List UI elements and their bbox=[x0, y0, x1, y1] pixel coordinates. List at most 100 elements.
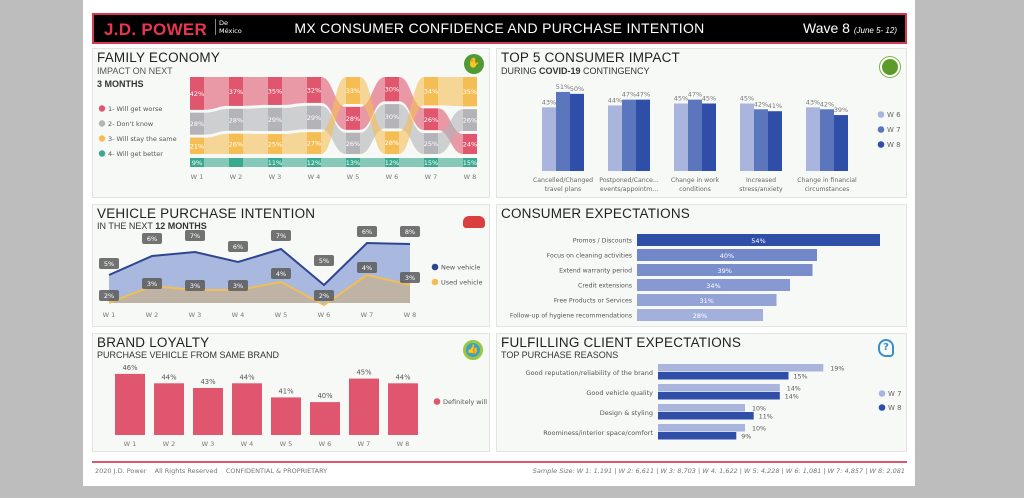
y-tick-label: Promos / Discounts bbox=[573, 238, 632, 245]
data-label: 19% bbox=[830, 366, 844, 373]
panel-title: FAMILY ECONOMY bbox=[97, 50, 221, 65]
x-tick-label: W 5 bbox=[280, 440, 293, 448]
ribbon-node bbox=[346, 77, 360, 104]
ribbon-3 bbox=[190, 158, 477, 167]
subtitle-post: CONTINGENCY bbox=[580, 66, 650, 76]
x-tick-label: W 7 bbox=[358, 440, 371, 448]
label-box bbox=[357, 262, 377, 273]
legend-dot bbox=[98, 150, 106, 157]
data-label: 28% bbox=[385, 139, 399, 147]
label-box bbox=[271, 230, 291, 241]
money-hand-icon: ✋ bbox=[464, 54, 484, 74]
data-label: 44% bbox=[608, 96, 622, 104]
label-box bbox=[400, 272, 420, 283]
label-box bbox=[314, 290, 334, 301]
panel-subtitle: IMPACT ON NEXT bbox=[97, 66, 173, 76]
x-tick-label: W 7 bbox=[361, 311, 374, 319]
legend-label: W 7 bbox=[887, 126, 901, 134]
wave-dates: (June 5- 12) bbox=[853, 26, 897, 35]
legend-dot bbox=[98, 120, 106, 127]
ribbon-node bbox=[463, 133, 477, 154]
data-label: 2% bbox=[104, 292, 114, 300]
y-tick-label: Free Products or Services bbox=[554, 298, 632, 305]
ribbon-node bbox=[424, 158, 438, 167]
x-tick-label: W 4 bbox=[232, 311, 245, 319]
x-tick-label: W 5 bbox=[347, 173, 360, 181]
bar bbox=[806, 107, 820, 171]
ribbon-node bbox=[346, 106, 360, 130]
data-label: 9% bbox=[192, 159, 202, 167]
ribbon-node bbox=[346, 158, 360, 167]
ribbon-node bbox=[268, 77, 282, 105]
bar bbox=[608, 105, 622, 171]
bar bbox=[637, 309, 763, 321]
data-label: 45% bbox=[702, 95, 716, 103]
bar bbox=[636, 99, 650, 171]
ribbon-node bbox=[268, 107, 282, 132]
bar bbox=[349, 378, 379, 435]
data-label: 30% bbox=[385, 86, 399, 94]
ribbon-node bbox=[190, 77, 204, 110]
legend-dot bbox=[98, 105, 106, 112]
legend-dot bbox=[877, 126, 885, 133]
x-tick-label: W 3 bbox=[202, 440, 215, 448]
legend-label: W 7 bbox=[888, 390, 902, 398]
loyalty-chart: 46% W 1 44% W 2 43% W 3 44% W 4 41% W 5 40% W 6 45% W… bbox=[115, 364, 487, 448]
x-tick-label: Increased bbox=[746, 177, 776, 184]
bar bbox=[637, 279, 790, 291]
ribbon-node bbox=[385, 131, 399, 154]
data-label: 15% bbox=[794, 374, 808, 381]
data-label: 26% bbox=[424, 116, 438, 124]
bar bbox=[570, 93, 584, 171]
x-tick-label: W 8 bbox=[397, 440, 410, 448]
expectations-panel: CONSUMER EXPECTATIONS 54% Promos / Discou… bbox=[496, 204, 907, 327]
ribbon-node bbox=[190, 112, 204, 135]
bar bbox=[542, 107, 556, 171]
data-label: 35% bbox=[463, 88, 477, 96]
virus-icon bbox=[882, 59, 898, 75]
data-label: 25% bbox=[424, 140, 438, 148]
panel-subtitle: IN THE NEXT 12 MONTHS bbox=[97, 221, 207, 231]
label-box bbox=[99, 290, 119, 301]
ribbon-node bbox=[229, 133, 243, 154]
data-label: 3% bbox=[405, 274, 415, 282]
bar bbox=[702, 103, 716, 171]
data-label: 47% bbox=[688, 91, 702, 99]
panel-title: BRAND LOYALTY bbox=[97, 335, 210, 350]
data-label: 5% bbox=[319, 257, 329, 265]
x-tick-label: W 1 bbox=[124, 440, 137, 448]
thumbs-up-icon: 👍 bbox=[463, 340, 483, 360]
data-label: 43% bbox=[200, 378, 216, 386]
legend-label: W 8 bbox=[887, 141, 901, 149]
legend-label: Definitely will bbox=[443, 398, 487, 406]
bar bbox=[740, 103, 754, 171]
ribbon-node bbox=[190, 137, 204, 154]
bar bbox=[637, 249, 817, 261]
bar bbox=[754, 109, 768, 171]
bar bbox=[193, 388, 223, 435]
y-tick-label: Design & styling bbox=[600, 409, 653, 417]
data-label: 29% bbox=[307, 114, 321, 122]
data-label: 39% bbox=[834, 106, 848, 114]
data-label: 6% bbox=[233, 243, 243, 251]
label-box bbox=[400, 226, 420, 237]
ribbon-node bbox=[463, 77, 477, 107]
legend-label: 2- Don't know bbox=[108, 120, 154, 128]
data-label: 14% bbox=[787, 386, 801, 393]
bar bbox=[658, 364, 824, 372]
label-box bbox=[314, 255, 334, 266]
ribbon-node bbox=[463, 109, 477, 131]
data-label: 41% bbox=[768, 102, 782, 110]
data-label: 5% bbox=[104, 260, 114, 268]
x-tick-label: W 5 bbox=[275, 311, 288, 319]
bar bbox=[658, 432, 737, 440]
ribbon-node bbox=[385, 104, 399, 129]
subtitle-bold: 12 MONTHS bbox=[155, 221, 207, 231]
data-label: 37% bbox=[229, 88, 243, 96]
bar bbox=[658, 372, 789, 380]
data-label: 42% bbox=[754, 100, 768, 108]
fulfilling-chart: 19% 15% Good reputation/reliability of the… bbox=[526, 364, 902, 441]
data-label: 21% bbox=[190, 142, 204, 150]
legend-label: W 6 bbox=[887, 111, 901, 119]
